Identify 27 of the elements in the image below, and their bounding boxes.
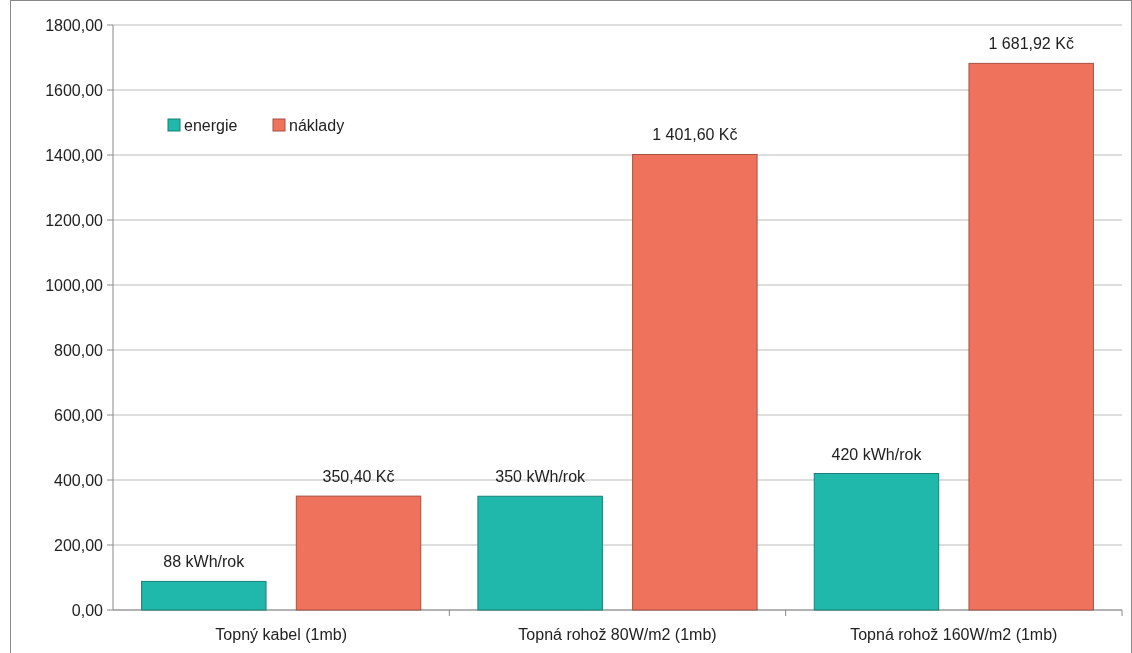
legend-label: náklady [289, 116, 345, 134]
bar [295, 495, 422, 611]
y-tick-label: 1400,00 [45, 146, 104, 164]
data-label: 420 kWh/rok [831, 445, 923, 463]
data-label: 1 681,92 Kč [988, 35, 1074, 53]
legend-label: energie [184, 116, 238, 134]
x-tick-label: Topný kabel (1mb) [215, 626, 347, 643]
bar [477, 495, 603, 611]
bar [813, 473, 940, 611]
y-tick-label: 1200,00 [45, 211, 104, 229]
y-tick-label: 200,00 [54, 536, 104, 554]
x-tick-label: Topná rohož 80W/m2 (1mb) [518, 626, 717, 643]
bar [141, 580, 267, 611]
y-tick-label: 1000,00 [45, 276, 104, 294]
x-tick-label: Topná rohož 160W/m2 (1mb) [850, 626, 1058, 643]
data-label: 1 401,60 Kč [652, 126, 738, 144]
data-label: 88 kWh/rok [163, 553, 246, 571]
y-tick-label: 0,00 [71, 601, 104, 619]
y-tick-label: 800,00 [54, 341, 104, 359]
y-tick-label: 600,00 [54, 406, 104, 424]
y-tick-label: 1800,00 [45, 16, 104, 34]
bar [632, 153, 758, 611]
data-label: 350,40 Kč [322, 468, 395, 486]
y-tick-label: 1600,00 [45, 81, 104, 99]
y-tick-label: 400,00 [54, 471, 104, 489]
bar [968, 62, 1094, 611]
data-label: 350 kWh/rok [495, 468, 587, 486]
